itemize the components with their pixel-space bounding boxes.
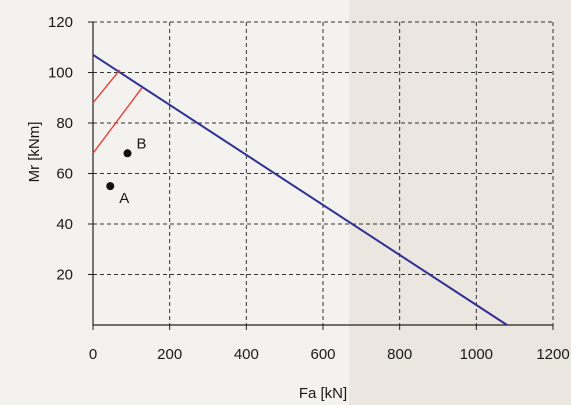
y-axis-title: Mr [kNm] <box>26 122 43 183</box>
x-tick-label-600: 600 <box>310 346 335 363</box>
series-line-3 <box>92 87 143 154</box>
y-tick-label-40: 40 <box>56 216 73 233</box>
shaded-background-region <box>349 0 571 405</box>
x-tick-label-400: 400 <box>234 346 259 363</box>
series-line-2 <box>92 69 121 104</box>
y-tick-label-100: 100 <box>48 65 73 82</box>
data-point-A <box>106 182 115 191</box>
data-point-label-B: B <box>137 135 147 152</box>
x-tick-label-800: 800 <box>387 346 412 363</box>
series-line-1 <box>92 53 508 326</box>
data-point-B <box>123 149 132 158</box>
data-point-label-A: A <box>119 190 129 207</box>
x-tick-label-1000: 1000 <box>460 346 493 363</box>
x-tick-label-0: 0 <box>89 346 97 363</box>
y-tick-label-60: 60 <box>56 166 73 183</box>
x-tick-label-1200: 1200 <box>536 346 569 363</box>
y-tick-label-80: 80 <box>56 115 73 132</box>
y-tick-label-20: 20 <box>56 267 73 284</box>
y-tick-label-120: 120 <box>48 14 73 31</box>
x-axis-title: Fa [kN] <box>299 385 347 402</box>
x-tick-label-200: 200 <box>157 346 182 363</box>
